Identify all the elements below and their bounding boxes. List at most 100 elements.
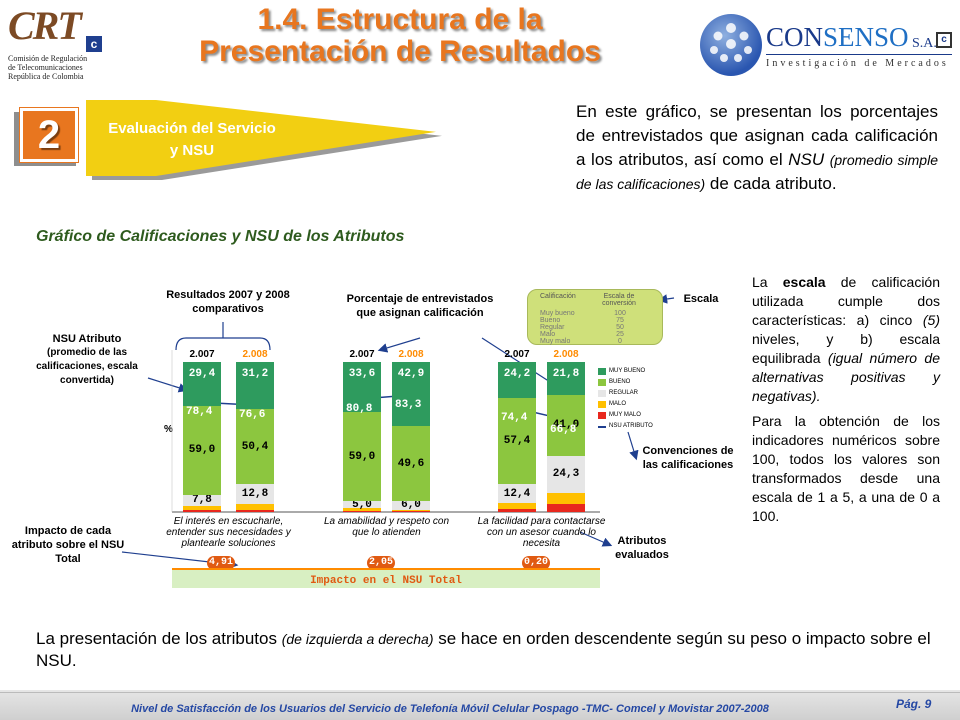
scale-row-value: 100 <box>614 310 626 317</box>
consenso-name-b: SENSO <box>823 22 909 52</box>
bar-value-label: 24,3 <box>552 468 580 481</box>
bar-segment-muy-bueno <box>392 362 430 427</box>
bar-segment-regular <box>343 500 381 509</box>
footer-bar <box>0 690 960 720</box>
legend-label: NSU ATRIBUTO <box>609 423 653 429</box>
bar-value-label: 59,0 <box>348 450 376 463</box>
bar-segment-muy-bueno <box>183 362 221 407</box>
bottom-note-paren: (de izquierda a derecha) <box>281 631 434 647</box>
crt-sub-line-2: de Telecomunicaciones <box>8 63 83 72</box>
callout-atributos: Atributos evaluados <box>615 535 669 561</box>
attribute-label: La facilidad para contactarse con un ase… <box>477 516 606 549</box>
legend-label: REGULAR <box>609 390 639 396</box>
scale-p1-e: niveles, y b) escala equilibrada <box>752 331 940 366</box>
footer-text: Nivel de Satisfacción de los Usuarios de… <box>131 703 769 715</box>
consenso-logo: CONSENSO S.A. c Investigación de Mercado… <box>700 14 952 84</box>
scale-explanation-p2: Para la obtención de los indicadores num… <box>752 413 940 524</box>
scale-row-value: 25 <box>616 331 624 338</box>
consenso-badge: c <box>936 32 952 48</box>
intro-paren: (promedio simple de las calificaciones) <box>576 152 938 192</box>
scale-p1-f: (igual número de alternativas positivas … <box>752 350 940 404</box>
bar-value-label: 7,8 <box>192 494 212 507</box>
scale-row-value: 0 <box>618 338 622 345</box>
intro-text-2: de cada atributo. <box>705 174 837 193</box>
crt-sub-line-3: República de Colombia <box>8 72 84 81</box>
impact-bar <box>172 568 600 588</box>
bar-value-label: 31,2 <box>241 368 269 380</box>
legend-swatch <box>598 426 606 428</box>
bar-segment-bueno <box>547 394 585 457</box>
scale-explanation-p1: La escala de calificación utilizada cump… <box>752 273 940 406</box>
bottom-note: La presentación de los atributos (de izq… <box>36 628 936 672</box>
bar-segment-muy-malo <box>547 503 585 512</box>
scale-p1-b: escala <box>782 274 826 290</box>
nsu-value-label: 83,3 <box>395 399 422 412</box>
nsu-callout-line <box>147 377 189 393</box>
bar-value-label: 12,8 <box>241 488 269 500</box>
bar-value-label: 12,4 <box>503 487 531 500</box>
scale-table-col1: Calificación <box>540 293 576 300</box>
callout-porcentaje: Porcentaje de entrevistados que asignan … <box>346 293 494 319</box>
legend-item: REGULAR <box>598 389 678 400</box>
bar-value-label: 57,4 <box>503 435 531 448</box>
legend-item: MALO <box>598 400 678 411</box>
bar-segment-regular <box>236 484 274 504</box>
legend-swatch <box>598 368 606 375</box>
legend-swatch <box>598 379 606 386</box>
callout-escala: Escala <box>683 293 719 305</box>
callout-nsu-sub: (promedio de las calificaciones, escala … <box>36 347 138 386</box>
atributos-callout-line <box>579 531 613 547</box>
year-label: 2.007 <box>349 349 375 360</box>
chart-legend: MUY BUENO BUENO REGULAR MALO MUY MALO NSU ATR… <box>598 367 678 433</box>
footer-line <box>0 692 960 693</box>
legend-label: MUY BUENO <box>609 368 646 374</box>
page-title-line-2: Presentación de Resultados <box>199 35 601 68</box>
section-number: 2 <box>20 108 78 162</box>
bar-value-label: 49,6 <box>397 457 425 470</box>
consenso-globe-icon <box>700 14 762 76</box>
legend-item: MUY BUENO <box>598 367 678 378</box>
callout-resultados: Resultados 2007 y 2008 comparativos <box>166 289 290 315</box>
bar-value-label: 29,4 <box>188 368 216 380</box>
bar-value-label: 59,0 <box>188 444 216 457</box>
legend-swatch <box>598 412 606 419</box>
impact-value: 4,91 <box>207 556 235 570</box>
bar-segment-muy-malo <box>236 509 274 512</box>
bar-segment-malo <box>236 503 274 510</box>
scale-row-value: 75 <box>616 317 624 324</box>
consenso-rule <box>766 54 952 55</box>
intro-paragraph: En este gráfico, se presentan los porcen… <box>576 100 938 196</box>
scale-row-value: 50 <box>616 324 624 331</box>
bar-segment-muy-bueno <box>343 362 381 413</box>
chart-unit: % <box>164 424 173 435</box>
scale-row-label: Bueno <box>540 317 561 324</box>
legend-swatch <box>598 401 606 408</box>
impact-title: Impacto en el NSU Total <box>310 575 462 587</box>
bar-segment-malo <box>183 506 221 511</box>
impact-value: 2,05 <box>367 556 395 570</box>
page-number: Pág. 9 <box>896 697 932 711</box>
bar-value-label: 50,4 <box>241 440 269 453</box>
callout-convenciones: Convenciones de las calificaciones <box>642 445 734 471</box>
convenciones-callout-line <box>627 431 639 461</box>
bottom-note-2: se hace en orden descendente según su pe… <box>36 629 931 670</box>
scale-row-label: Regular <box>540 324 565 331</box>
legend-label: MALO <box>609 401 627 407</box>
bar-segment-muy-bueno <box>236 362 274 409</box>
intro-nsu: NSU <box>788 150 825 169</box>
intro-text-1: En este gráfico, se presentan los porcen… <box>576 102 938 169</box>
bar-segment-regular <box>392 500 430 510</box>
scale-row-label: Malo <box>540 331 556 338</box>
year-label: 2.008 <box>398 349 424 360</box>
consenso-sa: S.A. <box>912 36 937 51</box>
legend-item: BUENO <box>598 378 678 389</box>
bar-segment-muy-malo <box>183 510 221 512</box>
bar-segment-malo <box>392 509 430 512</box>
consenso-name: CONSENSO <box>766 22 909 53</box>
bar-segment-bueno <box>343 412 381 501</box>
attribute-label: El interés en escucharle, entender sus n… <box>166 516 291 549</box>
legend-item: MUY MALO <box>598 411 678 422</box>
bar-value-label: 6,0 <box>401 499 421 512</box>
scale-explanation: La escala de calificación utilizada cump… <box>752 273 940 532</box>
bar-segment-regular <box>498 484 536 503</box>
